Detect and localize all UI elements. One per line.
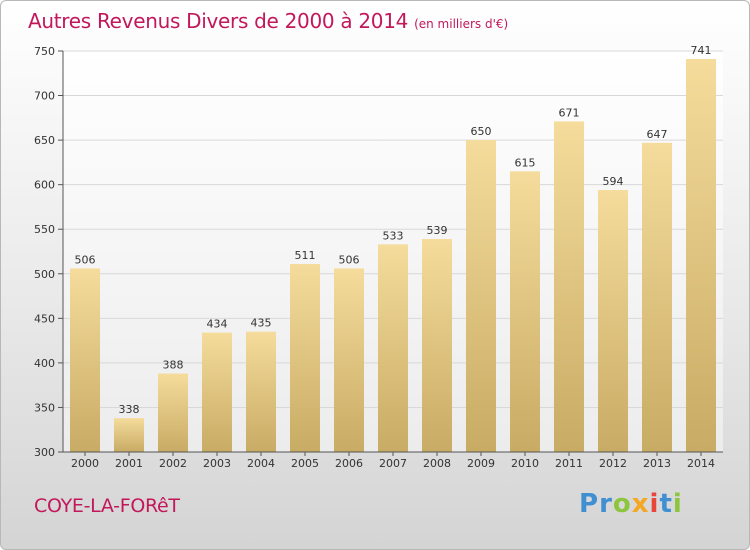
data-label: 647 — [647, 128, 668, 141]
data-label: 615 — [515, 156, 536, 169]
data-label: 435 — [251, 317, 272, 330]
x-tick-label: 2007 — [379, 457, 407, 470]
bar — [246, 331, 276, 452]
data-label: 539 — [427, 224, 448, 237]
bar — [598, 190, 628, 452]
logo-letter: r — [599, 489, 613, 519]
bar — [686, 59, 716, 453]
logo-letter: P — [579, 489, 600, 519]
y-tick-label: 400 — [34, 357, 55, 370]
y-tick-label: 550 — [34, 223, 55, 236]
bar — [334, 268, 364, 452]
data-label: 533 — [383, 229, 404, 242]
proxiti-logo: Proxiti — [579, 489, 683, 519]
x-tick-label: 2000 — [71, 457, 99, 470]
logo-letter: i — [672, 489, 683, 519]
x-tick-label: 2006 — [335, 457, 363, 470]
chart-title: Autres Revenus Divers de 2000 à 2014 — [28, 9, 409, 33]
x-tick-label: 2010 — [511, 457, 539, 470]
data-label: 671 — [559, 106, 580, 119]
y-tick-label: 750 — [34, 45, 55, 58]
x-tick-label: 2011 — [555, 457, 583, 470]
bar — [422, 239, 452, 452]
data-label: 506 — [75, 253, 96, 266]
data-label: 388 — [163, 359, 184, 372]
chart-title-block: Autres Revenus Divers de 2000 à 2014 (en … — [28, 9, 508, 33]
data-label: 741 — [691, 44, 712, 57]
y-tick-label: 500 — [34, 268, 55, 281]
bar — [202, 332, 232, 452]
data-label: 338 — [119, 403, 140, 416]
x-tick-label: 2014 — [687, 457, 715, 470]
logo-letter: o — [612, 489, 632, 519]
x-tick-label: 2004 — [247, 457, 275, 470]
logo-letter: t — [659, 489, 673, 519]
bar — [70, 268, 100, 452]
logo-letter: x — [631, 489, 650, 519]
bar — [378, 244, 408, 452]
data-label: 650 — [471, 125, 492, 138]
x-tick-label: 2013 — [643, 457, 671, 470]
y-tick-label: 450 — [34, 312, 55, 325]
x-tick-label: 2009 — [467, 457, 495, 470]
y-tick-label: 600 — [34, 179, 55, 192]
x-tick-label: 2002 — [159, 457, 187, 470]
bar — [466, 140, 496, 452]
town-name: COYE-LA-FORêT — [34, 495, 180, 517]
data-label: 506 — [339, 253, 360, 266]
x-tick-label: 2001 — [115, 457, 143, 470]
data-label: 434 — [207, 318, 228, 331]
y-tick-label: 700 — [34, 90, 55, 103]
x-tick-label: 2012 — [599, 457, 627, 470]
y-tick-label: 300 — [34, 446, 55, 459]
chart-unit: (en milliers d'€) — [414, 17, 509, 31]
y-tick-label: 350 — [34, 401, 55, 414]
bar — [554, 121, 584, 453]
logo-letter: i — [649, 489, 660, 519]
y-tick-label: 650 — [34, 134, 55, 147]
x-tick-label: 2005 — [291, 457, 319, 470]
bar — [114, 418, 144, 452]
bar — [642, 142, 672, 453]
bar — [510, 171, 540, 453]
bar — [290, 263, 320, 452]
x-tick-label: 2003 — [203, 457, 231, 470]
x-tick-label: 2008 — [423, 457, 451, 470]
data-label: 594 — [603, 175, 624, 188]
bar — [158, 373, 188, 452]
data-label: 511 — [295, 249, 316, 262]
